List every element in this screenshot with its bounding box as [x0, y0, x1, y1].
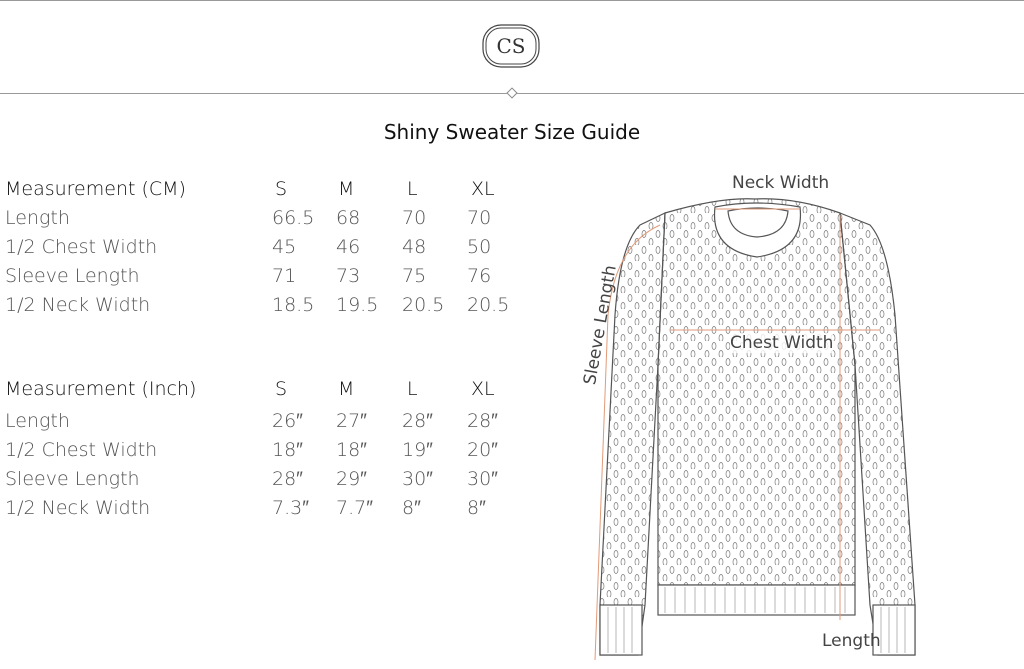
cell: 18.5	[272, 294, 315, 316]
cell: 66.5	[272, 207, 315, 229]
cell: 30″	[467, 468, 498, 490]
cell: 48	[402, 236, 427, 258]
cell: 1/2 Neck Width	[5, 497, 151, 519]
header-xl: XL	[471, 378, 495, 400]
header-measurement: Measurement (Inch)	[5, 378, 197, 400]
brand-logo: CS	[482, 24, 540, 68]
top-divider	[0, 0, 1024, 1]
cell: 20.5	[467, 294, 510, 316]
cell: 30″	[402, 468, 433, 490]
header-s: S	[275, 378, 288, 400]
cell: 19.5	[336, 294, 379, 316]
cell: 19″	[402, 439, 433, 461]
cell: Length	[5, 207, 70, 229]
cell: 73	[336, 265, 361, 287]
cell: 7.3″	[272, 497, 309, 519]
header-m: M	[338, 178, 355, 200]
diamond-ornament	[506, 87, 518, 99]
cell: 71	[272, 265, 297, 287]
header-xl: XL	[471, 178, 495, 200]
cell: 8″	[467, 497, 486, 519]
cell: 20.5	[402, 294, 445, 316]
header-s: S	[275, 178, 288, 200]
cell: 46	[336, 236, 361, 258]
header-m: M	[338, 378, 355, 400]
cell: 1/2 Chest Width	[5, 236, 158, 258]
cell: 28″	[467, 410, 498, 432]
cell: 28″	[272, 468, 303, 490]
cell: 28″	[402, 410, 433, 432]
cell: 7.7″	[336, 497, 373, 519]
cell: 70	[467, 207, 492, 229]
cell: 20″	[467, 439, 498, 461]
cell: 68	[336, 207, 361, 229]
header-measurement: Measurement (CM)	[5, 178, 186, 200]
sweater-illustration	[594, 198, 916, 661]
cell: 76	[467, 265, 492, 287]
header-l: L	[407, 378, 418, 400]
cell: 1/2 Neck Width	[5, 294, 151, 316]
cell: Sleeve Length	[5, 468, 140, 490]
sweater-outline	[599, 198, 916, 656]
chest-width-label: Chest Width	[730, 333, 834, 353]
sweater-diagram: Neck Width Sleeve Length Chest Width Len…	[570, 165, 950, 669]
sleeve-length-line	[594, 224, 661, 661]
cell: Length	[5, 410, 70, 432]
svg-text:CS: CS	[496, 34, 525, 58]
cell: Sleeve Length	[5, 265, 140, 287]
cell: 1/2 Chest Width	[5, 439, 158, 461]
cell: 18″	[272, 439, 303, 461]
header-l: L	[407, 178, 418, 200]
cell: 50	[467, 236, 492, 258]
cell: 8″	[402, 497, 421, 519]
cell: 18″	[336, 439, 367, 461]
cell: 29″	[336, 468, 367, 490]
cell: 75	[402, 265, 427, 287]
cell: 45	[272, 236, 297, 258]
cell: 27″	[336, 410, 367, 432]
measurement-lines	[594, 208, 880, 661]
cell: 70	[402, 207, 427, 229]
cell: 26″	[272, 410, 303, 432]
page-title: Shiny Sweater Size Guide	[383, 120, 641, 144]
neck-width-label: Neck Width	[732, 173, 830, 193]
length-label: Length	[822, 631, 881, 651]
